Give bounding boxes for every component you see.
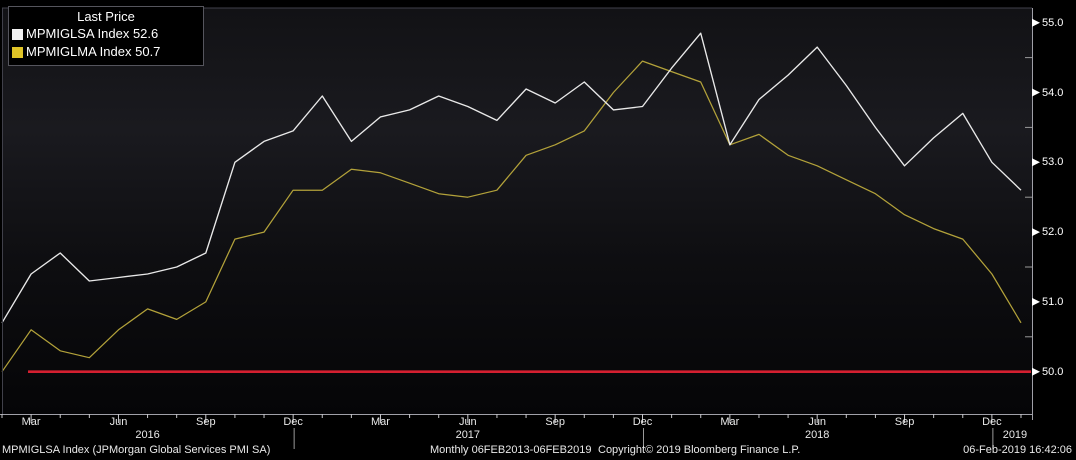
legend-row-mpmiglma[interactable]: MPMIGLMA Index 50.7 (9, 43, 203, 61)
y-major-tick-arrow (1032, 297, 1040, 306)
x-month-label: Sep (545, 416, 565, 428)
x-month-label: Mar (21, 416, 41, 428)
copyright-notice: Copyright© 2019 Bloomberg Finance L.P. (598, 444, 801, 456)
legend-series-value: 52.6 (132, 26, 159, 41)
security-description: MPMIGLSA Index (JPMorgan Global Services… (2, 444, 271, 456)
x-month-label: Jun (458, 416, 477, 428)
series-line-mpmiglsa (1, 32, 1022, 324)
y-axis-label: 55.0 (1042, 16, 1064, 29)
x-year-label: 2019 (1002, 429, 1028, 441)
legend-row-mpmiglsa[interactable]: MPMIGLSA Index 52.6 (9, 25, 203, 43)
status-bar: MPMIGLSA Index (JPMorgan Global Services… (0, 444, 1076, 460)
legend-series-value: 50.7 (135, 44, 161, 59)
series-line-mpmiglma (1, 60, 1022, 373)
y-axis-label: 53.0 (1042, 156, 1064, 169)
y-axis-label: 54.0 (1042, 86, 1064, 99)
x-month-label: Mar (370, 416, 390, 428)
y-axis-label: 50.0 (1042, 365, 1064, 378)
yellow-square-swatch-icon (12, 46, 23, 58)
x-year-label: 2018 (804, 429, 830, 441)
legend-series-name: MPMIGLSA Index (26, 26, 130, 41)
plot-gradient-rect (2, 8, 1032, 414)
x-month-label: Dec (982, 416, 1002, 428)
y-major-tick-arrow (1032, 158, 1040, 167)
chart-legend: Last Price MPMIGLSA Index 52.6 MPMIGLMA … (8, 6, 204, 66)
periodicity-range: Monthly 06FEB2013-06FEB2019 (430, 444, 592, 456)
plot-background (2, 8, 1032, 414)
timestamp: 06-Feb-2019 16:42:06 (963, 444, 1072, 456)
y-major-tick-arrow (1032, 228, 1040, 237)
y-axis-label: 51.0 (1042, 295, 1064, 308)
legend-series-name: MPMIGLMA Index (26, 44, 132, 59)
y-major-tick-arrow (1032, 18, 1040, 27)
y-major-tick-arrow (1032, 367, 1040, 376)
x-month-label: Dec (632, 416, 653, 428)
x-year-label: 2016 (135, 429, 160, 441)
axis-ticks (1, 18, 1040, 449)
y-axis-label: 52.0 (1042, 226, 1064, 239)
y-major-tick-arrow (1032, 88, 1040, 97)
x-month-label: Jun (808, 416, 827, 428)
x-month-label: Sep (894, 416, 915, 428)
x-year-label: 2017 (455, 429, 481, 441)
white-square-swatch-icon (12, 28, 23, 40)
x-month-label: Sep (196, 416, 216, 428)
series-lines (1, 32, 1022, 373)
x-month-label: Dec (283, 416, 303, 428)
x-month-label: Mar (720, 416, 740, 428)
x-month-label: Jun (109, 416, 128, 428)
legend-title: Last Price (77, 9, 135, 24)
